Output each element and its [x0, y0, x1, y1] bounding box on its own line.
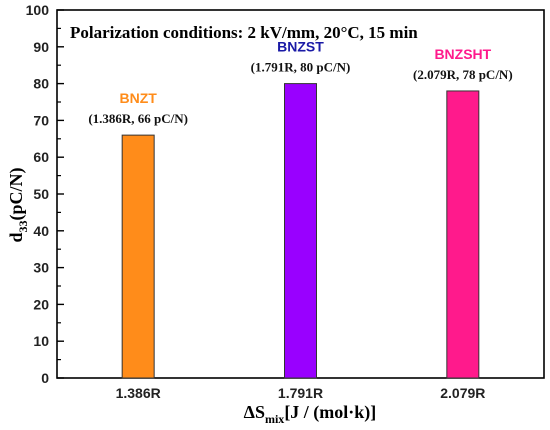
y-tick-label: 40: [33, 223, 49, 239]
y-tick-label: 70: [33, 112, 49, 128]
bars: [121, 83, 480, 379]
y-axis-label-rest: (pC/N): [6, 167, 27, 220]
y-tick-label: 60: [33, 149, 49, 165]
y-tick-label: 90: [33, 39, 49, 55]
y-tick-label: 0: [41, 370, 49, 386]
bar-annotation-detail: (1.386R, 66 pC/N): [88, 111, 188, 126]
bar: [446, 90, 480, 379]
y-tick-label: 50: [33, 186, 49, 202]
bar-annotation-name: BNZST: [277, 39, 324, 55]
y-axis-label-main: d: [6, 232, 26, 242]
x-tick-label: 1.386R: [116, 385, 161, 401]
y-axis-label-sub: 33: [16, 220, 30, 232]
x-tick-label: 1.791R: [278, 385, 323, 401]
y-axis: 0 10 20 30 40 50 60 70 80 90 100: [26, 2, 64, 386]
y-tick-label: 80: [33, 76, 49, 92]
annotations: BNZT (1.386R, 66 pC/N) BNZST (1.791R, 80 pC…: [88, 39, 512, 127]
x-axis-label-rest: [J / (mol·k)]: [284, 402, 376, 423]
x-axis-label: ΔSmix[J / (mol·k)]: [244, 402, 377, 426]
y-tick-label: 20: [33, 296, 49, 312]
bar-annotation-detail: (1.791R, 80 pC/N): [251, 60, 351, 75]
y-tick-label: 10: [33, 333, 49, 349]
bar-annotation-name: BNZT: [120, 90, 158, 106]
y-axis-label: d33(pC/N): [6, 167, 30, 242]
x-axis-label-sub: mix: [265, 412, 284, 426]
bar: [284, 83, 317, 379]
x-tick-label: 2.079R: [440, 385, 485, 401]
bar: [121, 134, 155, 379]
y-tick-label: 100: [26, 2, 50, 18]
bar-annotation-name: BNZSHT: [434, 46, 491, 62]
chart-title: Polarization conditions: 2 kV/mm, 20°C, …: [70, 23, 418, 42]
y-tick-label: 30: [33, 260, 49, 276]
bar-annotation-detail: (2.079R, 78 pC/N): [413, 67, 513, 82]
x-axis-label-main: ΔS: [244, 402, 265, 422]
